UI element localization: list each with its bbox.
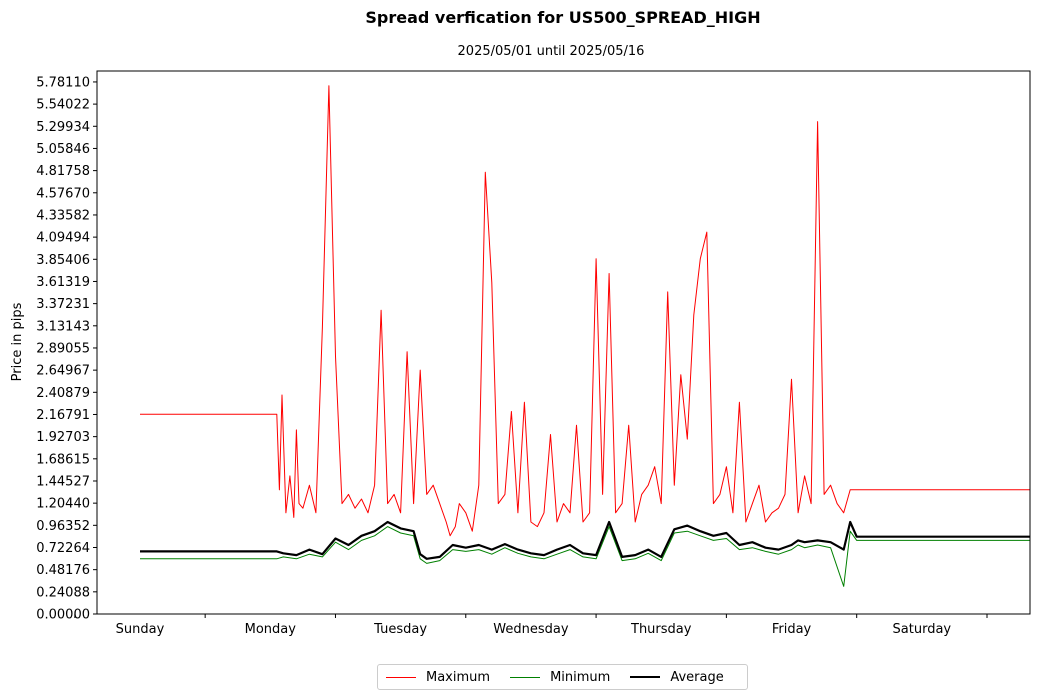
x-tick-label: Thursday <box>630 622 692 637</box>
x-tick-label: Saturday <box>893 622 952 637</box>
y-axis: 0.00000 0.24088 0.48176 0.72264 0.96352 1.204… <box>36 75 97 623</box>
series-line-minimum <box>140 526 1030 587</box>
legend: Maximum Minimum Average <box>377 664 748 690</box>
y-tick-label: 1.44527 <box>36 474 90 489</box>
legend-swatch <box>630 676 661 678</box>
y-tick-label: 4.09494 <box>36 231 90 246</box>
y-tick-label: 5.29934 <box>36 120 90 135</box>
y-tick-label: 2.40879 <box>36 386 90 401</box>
legend-swatch <box>510 676 541 678</box>
y-tick-label: 0.96352 <box>36 519 90 534</box>
x-tick-label: Friday <box>772 622 812 637</box>
x-tick-label: Wednesday <box>493 622 569 637</box>
legend-label: Minimum <box>550 669 611 685</box>
x-tick-label: Monday <box>245 622 297 637</box>
legend-item-minimum: Minimum <box>510 670 610 685</box>
y-tick-label: 1.92703 <box>36 430 90 445</box>
y-tick-label: 4.81758 <box>36 164 90 179</box>
series-layer <box>140 85 1030 587</box>
x-axis: Sunday Monday Tuesday Wednesday Thursday Frid… <box>74 614 988 637</box>
y-tick-label: 4.57670 <box>36 186 90 201</box>
plot-frame <box>96 70 1031 615</box>
y-tick-label: 3.37231 <box>36 297 90 312</box>
legend-item-average: Average <box>630 669 724 685</box>
legend-swatch <box>386 676 416 678</box>
y-axis-label: Price in pips <box>10 302 25 381</box>
y-tick-label: 0.24088 <box>36 585 90 600</box>
y-tick-label: 1.68615 <box>36 452 90 467</box>
x-tick-label: Tuesday <box>373 622 427 637</box>
y-tick-label: 5.78110 <box>36 75 90 90</box>
y-tick-label: 2.89055 <box>36 341 90 356</box>
y-tick-label: 3.13143 <box>36 319 90 334</box>
legend-label: Average <box>670 669 724 685</box>
y-tick-label: 0.00000 <box>36 608 90 623</box>
y-tick-label: 3.61319 <box>36 275 90 290</box>
chart-subtitle: 2025/05/01 until 2025/05/16 <box>457 44 645 59</box>
y-tick-label: 1.20440 <box>36 497 90 512</box>
series-line-maximum <box>140 85 1030 537</box>
y-tick-label: 0.48176 <box>36 563 90 578</box>
x-tick-label: Sunday <box>116 622 165 637</box>
legend-item-maximum: Maximum <box>386 670 490 685</box>
y-tick-label: 5.54022 <box>36 98 90 113</box>
y-tick-label: 3.85406 <box>36 253 90 268</box>
y-tick-label: 2.16791 <box>36 408 90 423</box>
chart-canvas: 0.00000 0.24088 0.48176 0.72264 0.96352 1.204… <box>10 70 1031 637</box>
chart-title: Spread verfication for US500_SPREAD_HIGH <box>365 8 761 27</box>
series-line-average <box>140 520 1030 560</box>
y-tick-label: 4.33582 <box>36 208 90 223</box>
y-tick-label: 0.72264 <box>36 541 90 556</box>
y-tick-label: 2.64967 <box>36 364 90 379</box>
y-tick-label: 5.05846 <box>36 142 90 157</box>
legend-label: Maximum <box>426 669 491 685</box>
